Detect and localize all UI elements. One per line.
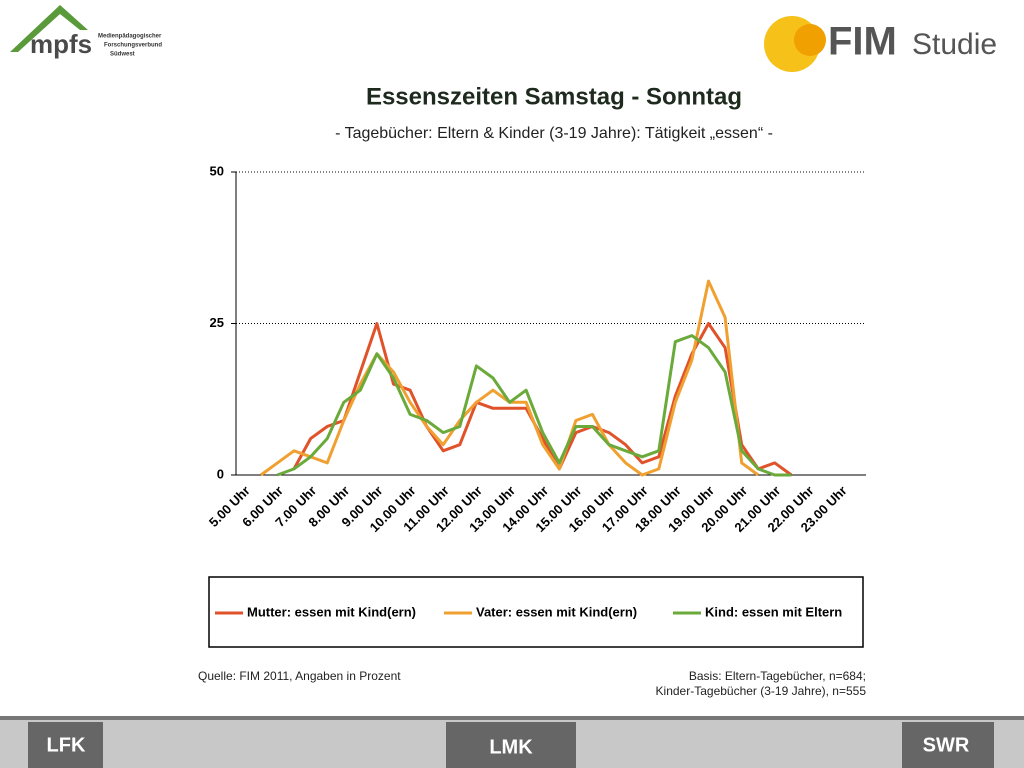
mpfs-logo: mpfs <box>30 29 92 59</box>
mpfs-sub: Medienpädagogischer <box>98 34 162 40</box>
footer-logo-bg <box>28 722 103 768</box>
basis-note: Kinder-Tagebücher (3-19 Jahre), n=555 <box>656 684 867 698</box>
series-line <box>292 322 793 477</box>
footer-line <box>0 716 1024 720</box>
basis-note: Basis: Eltern-Tagebücher, n=684; <box>689 669 866 683</box>
fim-logo: FIM <box>828 20 897 64</box>
footer-logo: LFK <box>47 734 86 756</box>
mpfs-sub: Südwest <box>110 52 135 58</box>
fim-logo-sub: Studie <box>912 28 997 61</box>
footer-logo-bg <box>446 722 576 768</box>
source-note: Quelle: FIM 2011, Angaben in Prozent <box>198 669 401 683</box>
mpfs-roof <box>10 5 88 52</box>
legend-label: Vater: essen mit Kind(ern) <box>476 604 637 619</box>
chart-subtitle: - Tagebücher: Eltern & Kinder (3-19 Jahr… <box>335 125 773 142</box>
legend-label: Mutter: essen mit Kind(ern) <box>247 604 416 619</box>
y-tick-label: 25 <box>210 315 224 330</box>
series-line <box>276 334 792 477</box>
chart-title: Essenszeiten Samstag - Sonntag <box>366 83 742 110</box>
footer-logo: LMK <box>489 736 533 758</box>
mpfs-sub: Forschungsverbund <box>104 43 162 49</box>
legend-box <box>208 576 864 648</box>
footer-logo-bg <box>902 722 994 768</box>
footer-logo: SWR <box>923 734 970 756</box>
fim-circle <box>794 24 826 56</box>
series-line <box>260 279 760 477</box>
legend-label: Kind: essen mit Eltern <box>705 604 842 619</box>
y-tick-label: 50 <box>210 163 224 178</box>
y-tick-label: 0 <box>217 466 224 481</box>
